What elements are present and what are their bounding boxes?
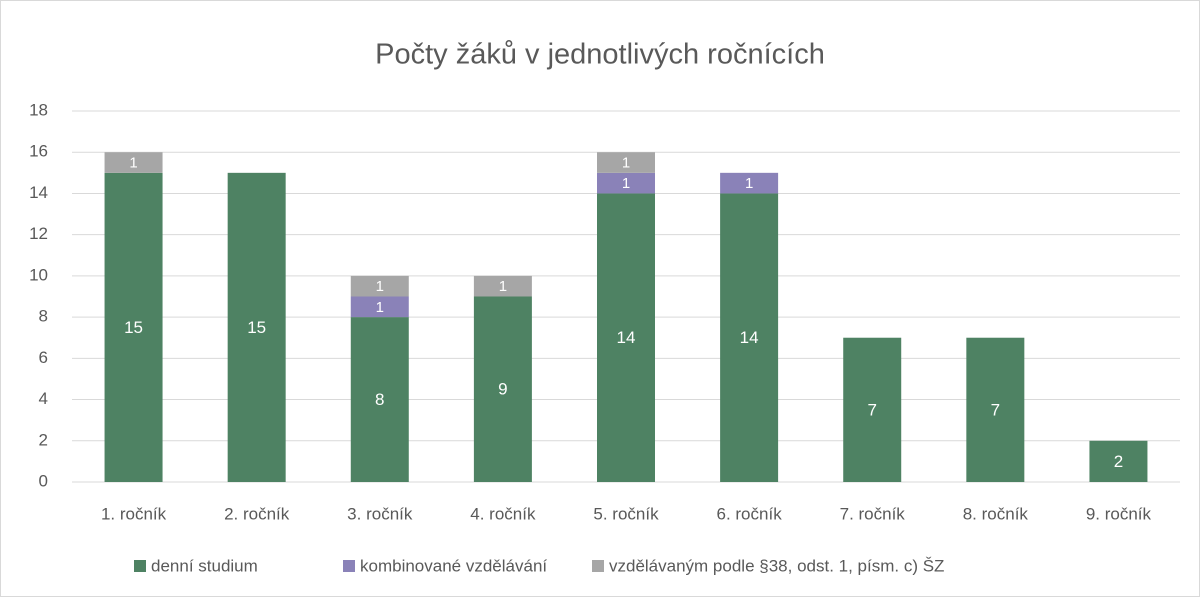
x-tick-label: 9. ročník — [1086, 504, 1152, 523]
x-tick-label: 6. ročník — [717, 504, 783, 523]
legend-swatch — [592, 560, 604, 572]
data-label: 15 — [247, 318, 266, 337]
bar-segment — [350, 317, 409, 482]
y-tick-label: 4 — [39, 389, 48, 408]
legend-label: denní studium — [151, 556, 258, 575]
data-label: 2 — [1114, 452, 1123, 471]
data-label: 9 — [498, 380, 507, 399]
bar-segment — [473, 275, 532, 297]
y-tick-label: 18 — [29, 100, 48, 119]
data-label: 1 — [745, 175, 753, 192]
x-tick-label: 7. ročník — [840, 504, 906, 523]
data-label: 14 — [617, 328, 636, 347]
x-tick-label: 5. ročník — [593, 504, 659, 523]
data-label: 1 — [129, 154, 137, 171]
data-label: 1 — [376, 278, 384, 295]
y-tick-label: 12 — [29, 224, 48, 243]
y-tick-label: 8 — [39, 307, 48, 326]
bar-segment — [350, 275, 409, 297]
bar-segment — [350, 296, 409, 318]
x-tick-label: 2. ročník — [224, 504, 290, 523]
data-label: 7 — [991, 400, 1000, 419]
legend-label: kombinované vzdělávání — [360, 556, 547, 575]
bar-segment — [720, 193, 779, 482]
bar-segment — [1089, 440, 1148, 482]
y-tick-label: 10 — [29, 265, 48, 284]
bar-segment — [966, 337, 1025, 482]
x-tick-label: 8. ročník — [963, 504, 1029, 523]
bar-segment — [227, 172, 286, 483]
bar-segment — [597, 172, 655, 194]
bar-segment — [597, 193, 655, 482]
y-tick-label: 14 — [29, 183, 48, 202]
legend-label: vzdělávaným podle §38, odst. 1, písm. c)… — [609, 556, 944, 575]
chart-title: Počty žáků v jednotlivých ročnících — [375, 39, 825, 71]
data-label: 1 — [376, 299, 384, 316]
data-label: 7 — [867, 400, 876, 419]
data-label: 8 — [375, 390, 384, 409]
x-tick-label: 1. ročník — [101, 504, 167, 523]
legend-swatch — [134, 560, 146, 572]
legend-swatch — [343, 560, 355, 572]
bar-segment — [473, 296, 532, 482]
bar-segment — [843, 337, 902, 482]
x-tick-label: 3. ročník — [347, 504, 413, 523]
bar-segment — [104, 152, 163, 173]
y-tick-label: 0 — [39, 471, 48, 490]
data-label: 14 — [740, 328, 759, 347]
y-tick-label: 16 — [29, 142, 48, 161]
bar-segment — [104, 172, 163, 483]
y-tick-label: 6 — [39, 348, 48, 367]
data-label: 1 — [499, 278, 507, 295]
data-label: 1 — [622, 154, 630, 171]
y-tick-label: 2 — [39, 430, 48, 449]
data-label: 15 — [124, 318, 143, 337]
data-label: 1 — [622, 175, 630, 192]
x-tick-label: 4. ročník — [470, 504, 536, 523]
bar-segment — [597, 152, 655, 173]
bar-segment — [720, 172, 779, 194]
